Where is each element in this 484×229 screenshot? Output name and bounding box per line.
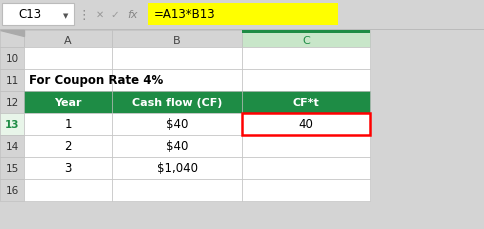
Bar xyxy=(242,179,370,201)
Bar xyxy=(24,114,112,135)
Text: 16: 16 xyxy=(5,185,18,195)
Bar xyxy=(0,31,484,48)
Text: =A13*B13: =A13*B13 xyxy=(154,8,216,21)
Bar xyxy=(0,70,24,92)
Bar xyxy=(0,135,24,157)
Bar xyxy=(242,157,370,179)
Bar xyxy=(112,31,242,48)
Text: 12: 12 xyxy=(5,98,18,108)
Bar xyxy=(242,70,370,92)
Text: 1: 1 xyxy=(64,118,72,131)
Text: ✓: ✓ xyxy=(111,10,120,20)
Bar xyxy=(242,48,370,70)
Bar xyxy=(242,31,370,34)
Bar xyxy=(24,92,112,114)
Text: For Coupon Rate 4%: For Coupon Rate 4% xyxy=(29,74,163,87)
Bar xyxy=(112,157,242,179)
Bar xyxy=(242,92,370,114)
Text: 13: 13 xyxy=(5,120,19,129)
Bar xyxy=(112,114,242,135)
Text: 3: 3 xyxy=(64,162,72,175)
Text: CF*t: CF*t xyxy=(293,98,319,108)
Bar xyxy=(242,114,370,135)
Bar xyxy=(242,135,370,157)
Bar xyxy=(112,48,242,70)
Text: Year: Year xyxy=(54,98,82,108)
Text: A: A xyxy=(64,35,72,45)
Bar xyxy=(0,0,484,30)
Text: $1,040: $1,040 xyxy=(156,162,197,175)
Bar xyxy=(0,157,24,179)
Bar xyxy=(112,179,242,201)
Text: 15: 15 xyxy=(5,163,18,173)
Bar xyxy=(0,30,484,31)
Text: 2: 2 xyxy=(64,140,72,153)
Text: ⋮: ⋮ xyxy=(78,8,90,21)
Text: $40: $40 xyxy=(166,118,188,131)
Bar xyxy=(0,179,24,201)
Bar xyxy=(24,157,112,179)
Polygon shape xyxy=(0,31,24,37)
Bar xyxy=(112,135,242,157)
Text: fx: fx xyxy=(128,10,138,20)
Text: 11: 11 xyxy=(5,76,18,86)
Bar xyxy=(24,70,112,92)
Text: 40: 40 xyxy=(299,118,314,131)
Bar xyxy=(24,179,112,201)
Bar xyxy=(112,70,242,92)
Text: 14: 14 xyxy=(5,141,18,151)
Bar xyxy=(24,135,112,157)
Bar xyxy=(0,31,24,48)
Bar xyxy=(148,4,338,26)
Text: C: C xyxy=(302,35,310,45)
Text: ▼: ▼ xyxy=(63,13,69,19)
Bar xyxy=(24,31,112,48)
Text: C13: C13 xyxy=(18,8,42,21)
Bar xyxy=(0,92,24,114)
Bar xyxy=(0,114,24,135)
Bar xyxy=(242,31,370,48)
Text: Cash flow (CF): Cash flow (CF) xyxy=(132,98,222,108)
Bar xyxy=(242,114,370,135)
Bar xyxy=(2,4,74,26)
Bar xyxy=(112,92,242,114)
Text: B: B xyxy=(173,35,181,45)
Text: 10: 10 xyxy=(5,54,18,64)
Text: ✕: ✕ xyxy=(96,10,104,20)
Bar xyxy=(24,48,112,70)
Text: $40: $40 xyxy=(166,140,188,153)
Bar xyxy=(0,48,24,70)
